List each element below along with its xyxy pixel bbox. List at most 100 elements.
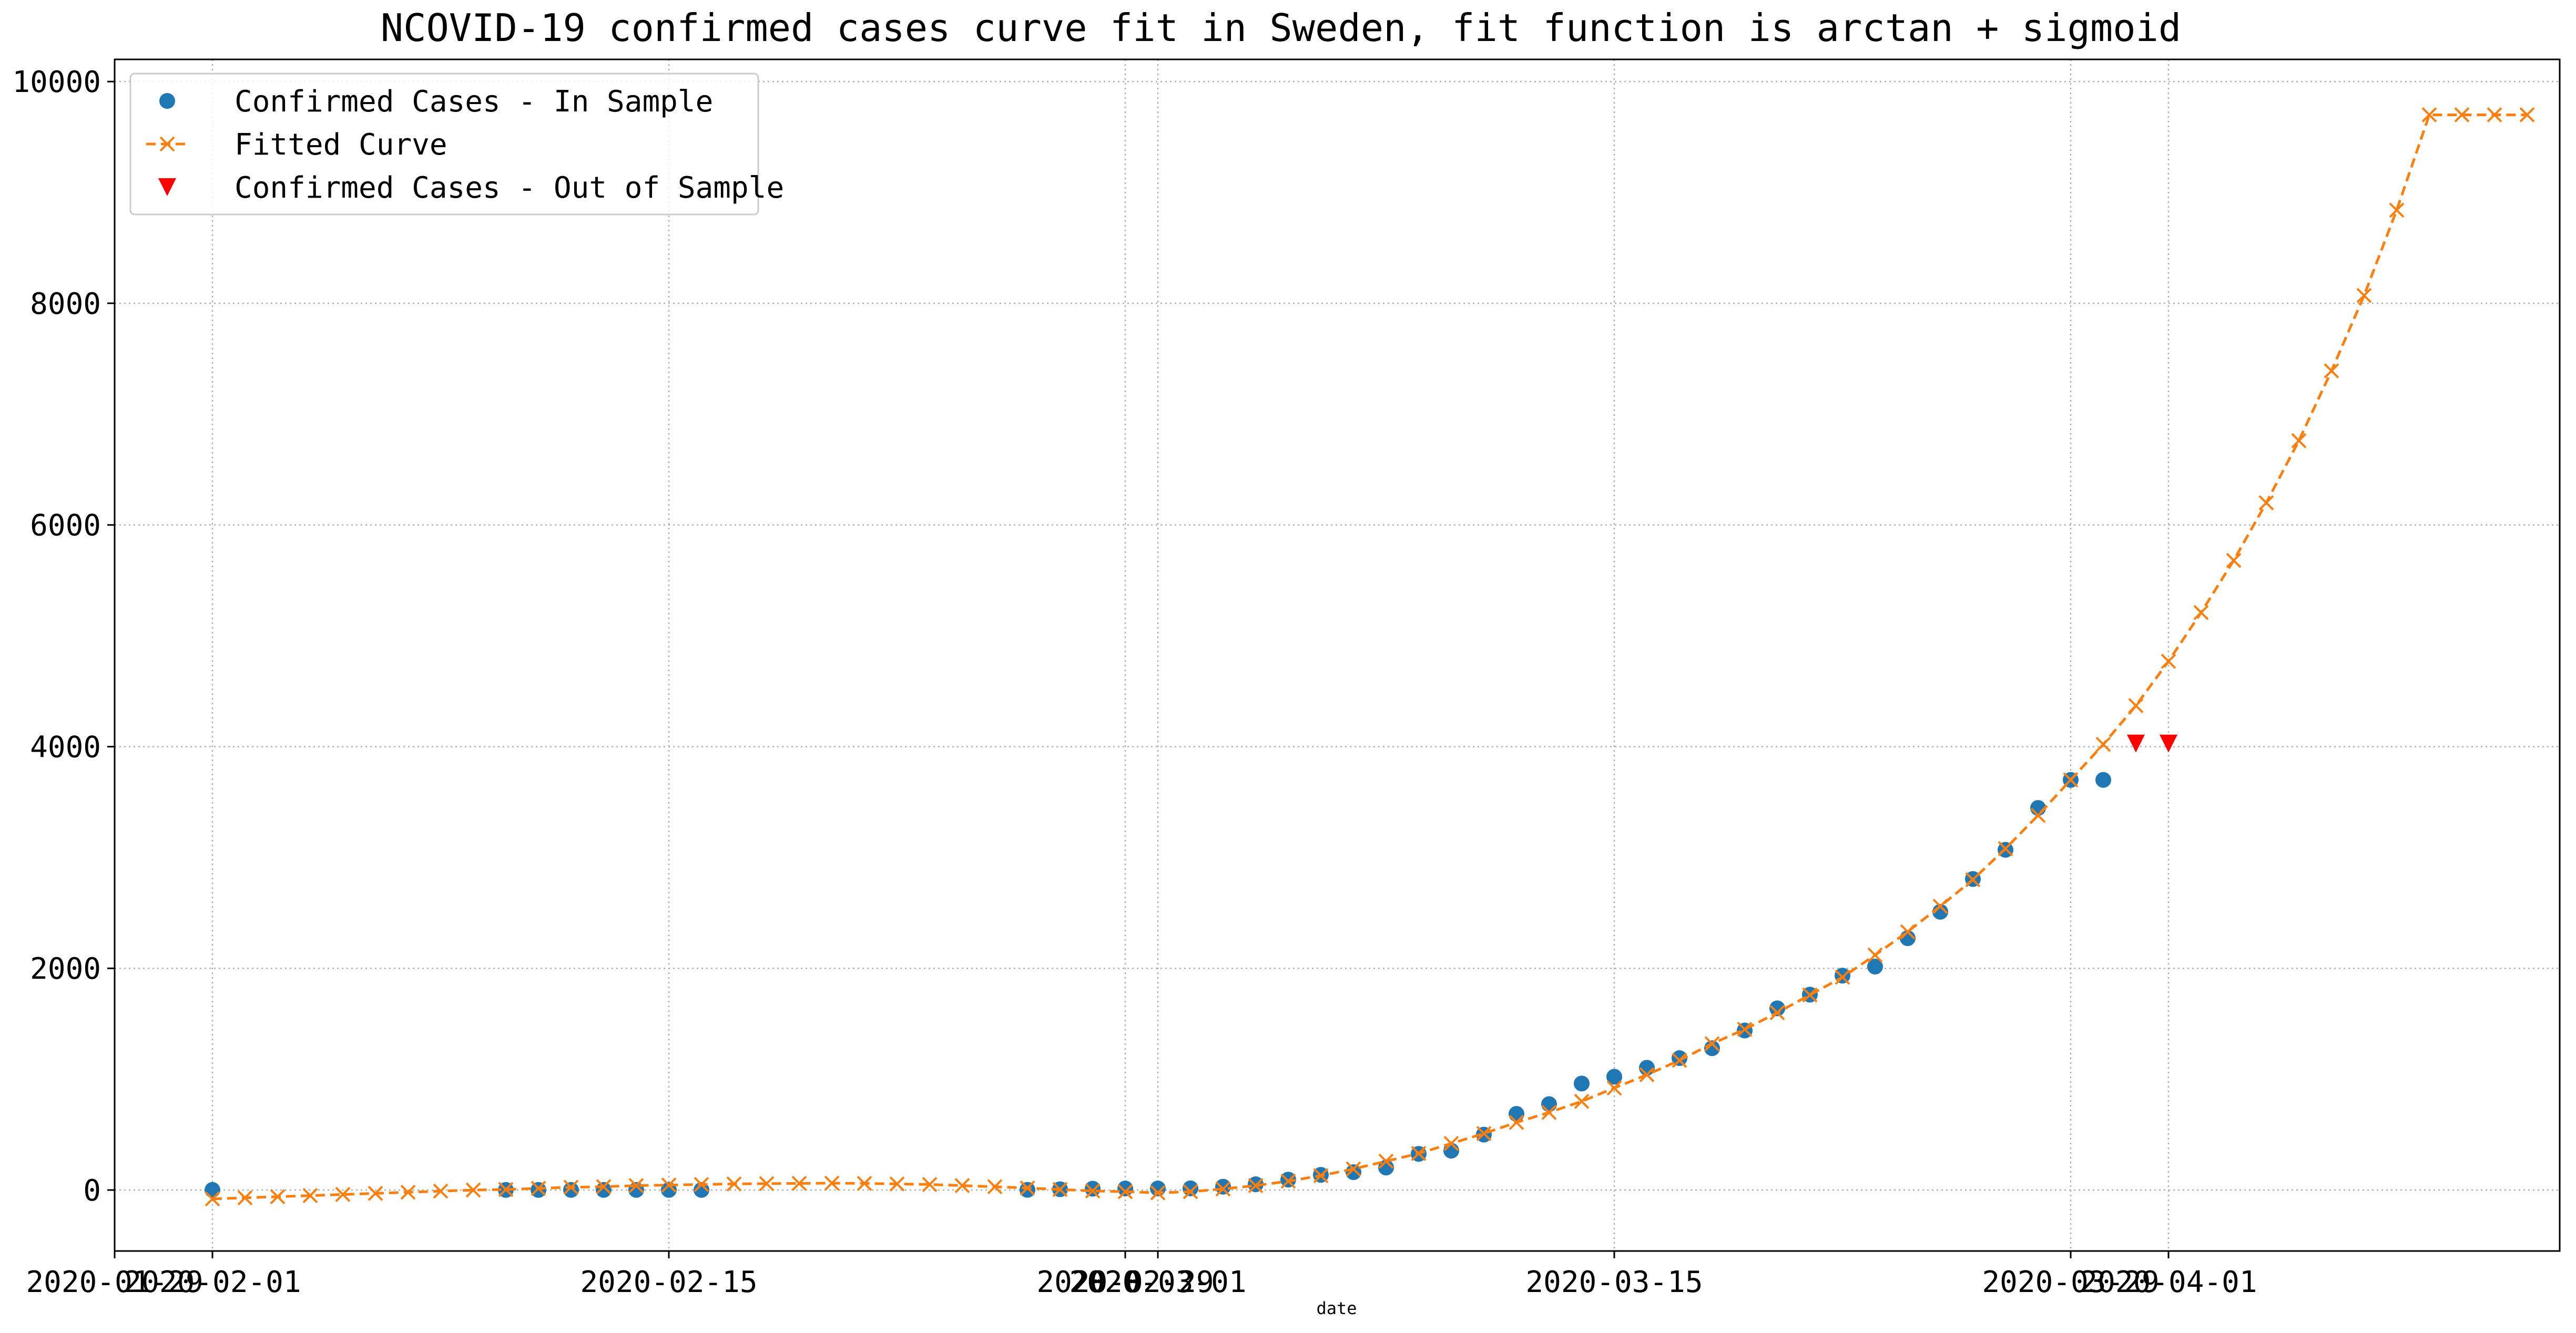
data-point <box>1704 1036 1720 1052</box>
data-point <box>2161 653 2176 669</box>
x-tick-label: 2020-02-29 <box>1036 1265 1214 1299</box>
data-point <box>596 1182 612 1198</box>
data-point <box>2487 107 2502 122</box>
data-point <box>368 1185 383 1201</box>
data-point <box>563 1180 579 1195</box>
x-marker-stroke <box>2389 202 2405 218</box>
x-marker-stroke <box>1574 1093 1590 1109</box>
x-marker-stroke <box>1867 947 1883 963</box>
x-marker-stroke <box>857 1175 872 1191</box>
legend-marker <box>159 136 175 152</box>
y-tick-label: 6000 <box>30 509 101 543</box>
data-point <box>1802 987 1818 1003</box>
data-point <box>531 1182 546 1198</box>
x-marker-stroke <box>596 1179 612 1195</box>
x-marker-stroke <box>159 136 175 152</box>
data-point <box>1867 958 1883 975</box>
data-point <box>1020 1182 1035 1198</box>
x-marker-stroke <box>922 1177 938 1192</box>
data-point <box>1867 947 1883 963</box>
x-marker-stroke <box>368 1185 383 1201</box>
data-point <box>1248 1178 1264 1193</box>
x-tick-label: 2020-03-01 <box>1069 1265 1246 1299</box>
x-marker-stroke <box>2030 807 2046 823</box>
series-2 <box>2127 734 2177 753</box>
data-point <box>205 1191 220 1207</box>
x-marker-stroke <box>237 1190 253 1206</box>
data-point <box>1378 1153 1394 1169</box>
data-point <box>2324 363 2339 378</box>
y-tick-label: 10000 <box>12 65 101 99</box>
legend-item: Fitted Curve <box>146 128 447 162</box>
x-marker-stroke <box>1248 1178 1264 1193</box>
legend-label: Fitted Curve <box>235 128 447 162</box>
x-marker-stroke <box>563 1180 579 1195</box>
data-point <box>1052 1182 1068 1197</box>
x-marker-stroke <box>270 1189 286 1205</box>
data-point <box>987 1179 1003 1195</box>
x-marker-stroke <box>1541 1104 1557 1120</box>
x-marker-stroke <box>498 1182 514 1197</box>
data-point <box>2454 107 2470 122</box>
data-point <box>922 1177 938 1192</box>
y-tick-label: 4000 <box>30 730 101 764</box>
data-point <box>2258 495 2274 510</box>
data-point <box>465 1182 481 1198</box>
x-marker-stroke <box>1932 898 1948 914</box>
data-point <box>1835 969 1850 985</box>
data-point <box>889 1176 905 1192</box>
data-point <box>1672 1050 1687 1067</box>
x-marker-stroke <box>2226 552 2242 568</box>
data-point <box>2030 807 2046 823</box>
x-marker-stroke <box>759 1176 775 1192</box>
x-marker-stroke <box>954 1178 970 1193</box>
data-point <box>1574 1093 1590 1109</box>
data-point <box>1117 1181 1133 1197</box>
x-marker-stroke <box>2193 604 2209 620</box>
data-point <box>400 1184 416 1200</box>
x-marker-stroke <box>628 1178 644 1193</box>
data-point <box>498 1182 514 1197</box>
x-marker-stroke <box>987 1179 1003 1195</box>
chart-title: NCOVID-19 confirmed cases curve fit in S… <box>381 6 2181 50</box>
x-marker-stroke <box>791 1175 807 1191</box>
data-point <box>302 1188 318 1203</box>
x-marker-stroke <box>2161 653 2176 669</box>
x-marker-stroke <box>1411 1146 1427 1161</box>
data-point <box>1378 1160 1394 1176</box>
data-point <box>2356 288 2372 303</box>
x-marker-stroke <box>1704 1036 1720 1052</box>
data-point <box>2291 433 2307 448</box>
data-point <box>205 1182 220 1198</box>
legend-marker <box>158 178 176 196</box>
x-marker-stroke <box>1476 1126 1492 1141</box>
data-point <box>2389 202 2405 218</box>
y-tick-label: 2000 <box>30 952 101 986</box>
y-tick-label: 0 <box>83 1174 101 1208</box>
data-point <box>726 1176 742 1192</box>
data-point <box>1183 1184 1198 1199</box>
x-marker-stroke <box>400 1184 416 1200</box>
x-marker-stroke <box>1183 1184 1198 1199</box>
data-point <box>1574 1075 1590 1092</box>
x-marker-stroke <box>2519 107 2535 122</box>
x-marker-stroke <box>1998 841 2013 856</box>
data-point <box>335 1187 351 1202</box>
data-point <box>1020 1180 1035 1196</box>
series-layer <box>205 107 2535 1207</box>
x-marker-stroke <box>1769 1005 1785 1021</box>
data-point <box>1639 1067 1655 1083</box>
data-point <box>433 1183 449 1199</box>
x-marker-stroke <box>433 1183 449 1199</box>
x-marker-stroke <box>1965 872 1981 887</box>
x-marker-stroke <box>2356 288 2372 303</box>
data-point <box>1215 1181 1231 1197</box>
data-point <box>824 1175 840 1191</box>
data-point <box>759 1176 775 1192</box>
data-point <box>2128 698 2144 713</box>
data-point <box>1117 1184 1133 1199</box>
data-point <box>694 1177 709 1192</box>
series-1 <box>205 107 2535 1207</box>
data-point <box>954 1178 970 1193</box>
